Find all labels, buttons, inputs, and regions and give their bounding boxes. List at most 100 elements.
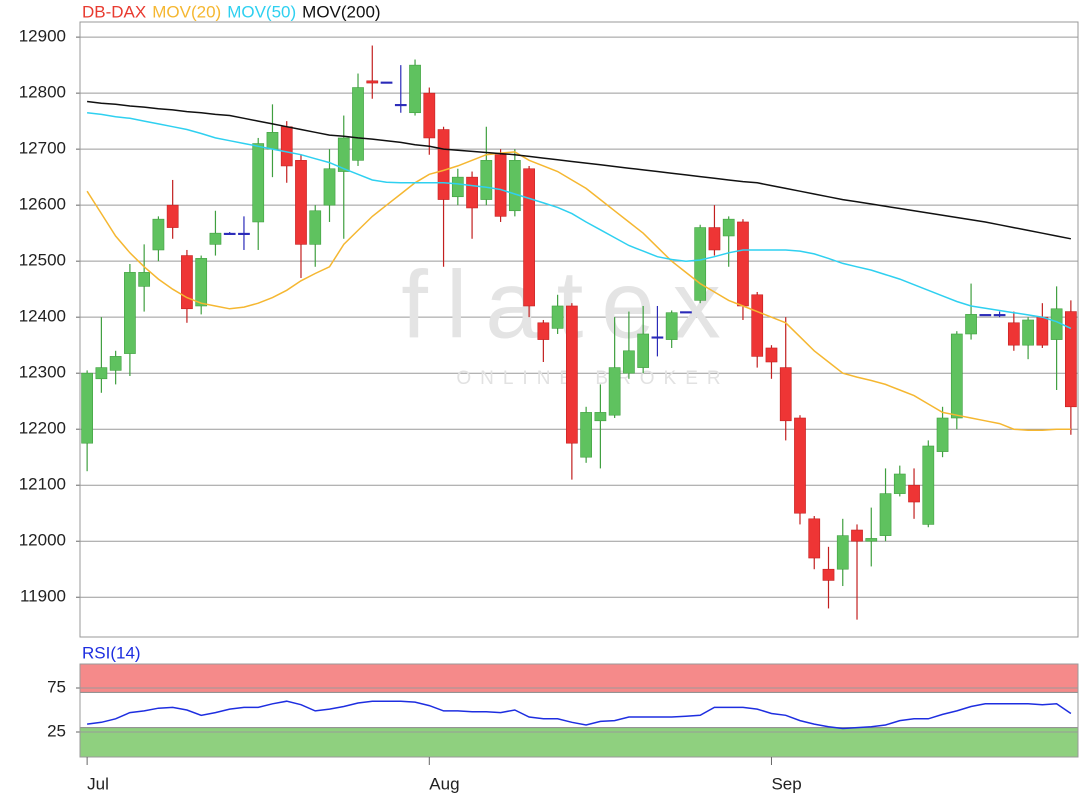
legend-entry: DB-DAX xyxy=(82,2,146,21)
candle-body xyxy=(138,272,151,287)
candle-body xyxy=(936,417,949,452)
candle-body xyxy=(893,473,906,494)
candle-body xyxy=(394,104,407,107)
candle-body xyxy=(124,272,136,354)
candle-body xyxy=(466,176,478,209)
candle-body xyxy=(537,322,550,340)
candle-body xyxy=(1036,316,1049,346)
plot-frame xyxy=(79,663,1079,758)
candle-body xyxy=(851,529,863,542)
candle-body xyxy=(908,484,920,503)
candle-body xyxy=(181,255,193,310)
candle-body xyxy=(765,347,778,363)
candle-body xyxy=(950,333,963,419)
candle-body xyxy=(95,367,108,380)
candle-body xyxy=(637,333,650,368)
legend-entry: MOV(50) xyxy=(227,2,296,21)
candle-body xyxy=(651,336,664,339)
candle-body xyxy=(266,132,279,150)
legend-entry: RSI(14) xyxy=(82,643,141,662)
candle-body xyxy=(865,538,878,542)
candle-body xyxy=(437,129,450,200)
candle-body xyxy=(708,227,721,251)
y-tick-label: 25 xyxy=(47,721,66,740)
moving-average xyxy=(87,100,1072,240)
watermark: ONLINE BROKER xyxy=(456,368,729,389)
candle-body xyxy=(965,314,977,335)
x-tick-label: Sep xyxy=(771,774,801,793)
candle-body xyxy=(594,412,607,422)
candle-body xyxy=(480,160,493,200)
candle-body xyxy=(109,356,122,371)
candle-body xyxy=(580,412,592,458)
candle-body xyxy=(337,137,350,172)
y-tick-label: 12500 xyxy=(19,251,66,270)
candle-body xyxy=(238,232,250,235)
y-tick-label: 12600 xyxy=(19,195,66,214)
candle-body xyxy=(922,445,935,525)
y-tick-label: 12300 xyxy=(19,363,66,382)
moving-average xyxy=(86,151,1071,432)
candle-body xyxy=(494,154,507,217)
y-tick-label: 12800 xyxy=(19,83,66,102)
candle-body xyxy=(152,218,165,251)
candle-body xyxy=(380,81,393,84)
candle-body xyxy=(451,176,464,198)
candle-body xyxy=(993,314,1006,317)
candle-body xyxy=(665,312,678,340)
x-tick-label: Jul xyxy=(87,774,109,793)
y-tick-label: 12400 xyxy=(19,307,66,326)
candle-body xyxy=(808,518,821,559)
watermark: flatex xyxy=(401,251,738,358)
candle-body xyxy=(366,80,379,84)
y-tick-label: 12200 xyxy=(19,419,66,438)
candle-body xyxy=(1022,319,1034,346)
candle-body xyxy=(166,204,179,228)
candle-body xyxy=(252,143,265,223)
legend-entry: MOV(20) xyxy=(152,2,221,21)
candle-body xyxy=(195,258,208,307)
candle-body xyxy=(979,314,992,317)
legend-entry: MOV(200) xyxy=(302,2,380,21)
candle-body xyxy=(209,232,222,245)
candle-body xyxy=(722,218,735,237)
y-tick-label: 11900 xyxy=(20,587,66,606)
candle-body xyxy=(223,232,236,235)
candle-body xyxy=(822,568,835,581)
candle-body xyxy=(81,372,93,444)
y-tick-label: 12900 xyxy=(19,27,66,46)
moving-average xyxy=(87,111,1072,330)
price-panel: 11900 12000 12100 12200 12300 12400 12500 12600… xyxy=(19,21,1079,638)
candle-body xyxy=(836,535,849,570)
plot-frame xyxy=(79,21,1079,638)
rsi-panel: 25 75 xyxy=(47,663,1079,758)
candle-body xyxy=(694,227,707,301)
candle-body xyxy=(352,87,364,161)
candle-body xyxy=(737,221,749,307)
candle-body xyxy=(1007,322,1020,346)
candle-body xyxy=(779,367,792,422)
candle-body xyxy=(523,168,535,307)
candle-body xyxy=(1065,311,1077,408)
candle-body xyxy=(794,417,806,514)
y-tick-label: 12700 xyxy=(19,139,66,158)
candle-body xyxy=(680,311,692,314)
candle-body xyxy=(508,160,521,212)
candle-body xyxy=(551,305,564,329)
y-tick-label: 12000 xyxy=(19,531,66,550)
candle-body xyxy=(423,92,436,139)
candle-body xyxy=(566,305,578,444)
candle-body xyxy=(323,168,336,206)
x-tick-label: Aug xyxy=(429,774,459,793)
candle-body xyxy=(608,367,621,416)
candle-body xyxy=(751,294,764,357)
plot-area xyxy=(80,22,1078,637)
candle-body xyxy=(280,126,293,167)
candle-body xyxy=(623,350,635,374)
candle-body xyxy=(879,493,892,536)
candle-body xyxy=(295,160,307,245)
y-tick-label: 75 xyxy=(47,677,66,696)
candle-body xyxy=(309,210,322,245)
